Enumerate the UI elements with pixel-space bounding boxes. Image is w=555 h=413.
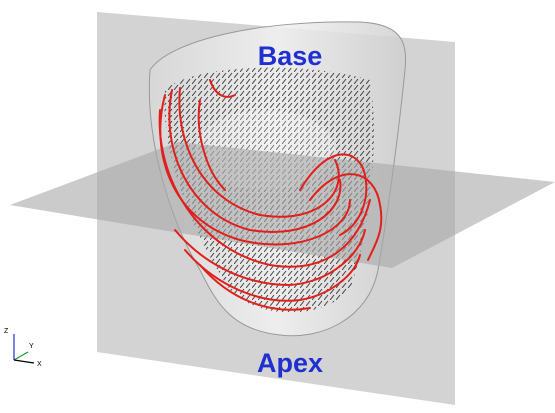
axis-z-label: Z [4, 328, 9, 335]
axis-x-label: X [37, 361, 42, 368]
visualization: Base Apex Z Y X [0, 0, 555, 413]
base-label: Base [258, 41, 323, 71]
axes-triad: Z Y X [4, 328, 42, 368]
apex-label: Apex [257, 348, 323, 378]
axis-y-label: Y [29, 343, 34, 350]
horizontal-plane [10, 142, 555, 268]
page: {"labels": {"top": "Base", "bottom": "Ap… [0, 0, 555, 413]
